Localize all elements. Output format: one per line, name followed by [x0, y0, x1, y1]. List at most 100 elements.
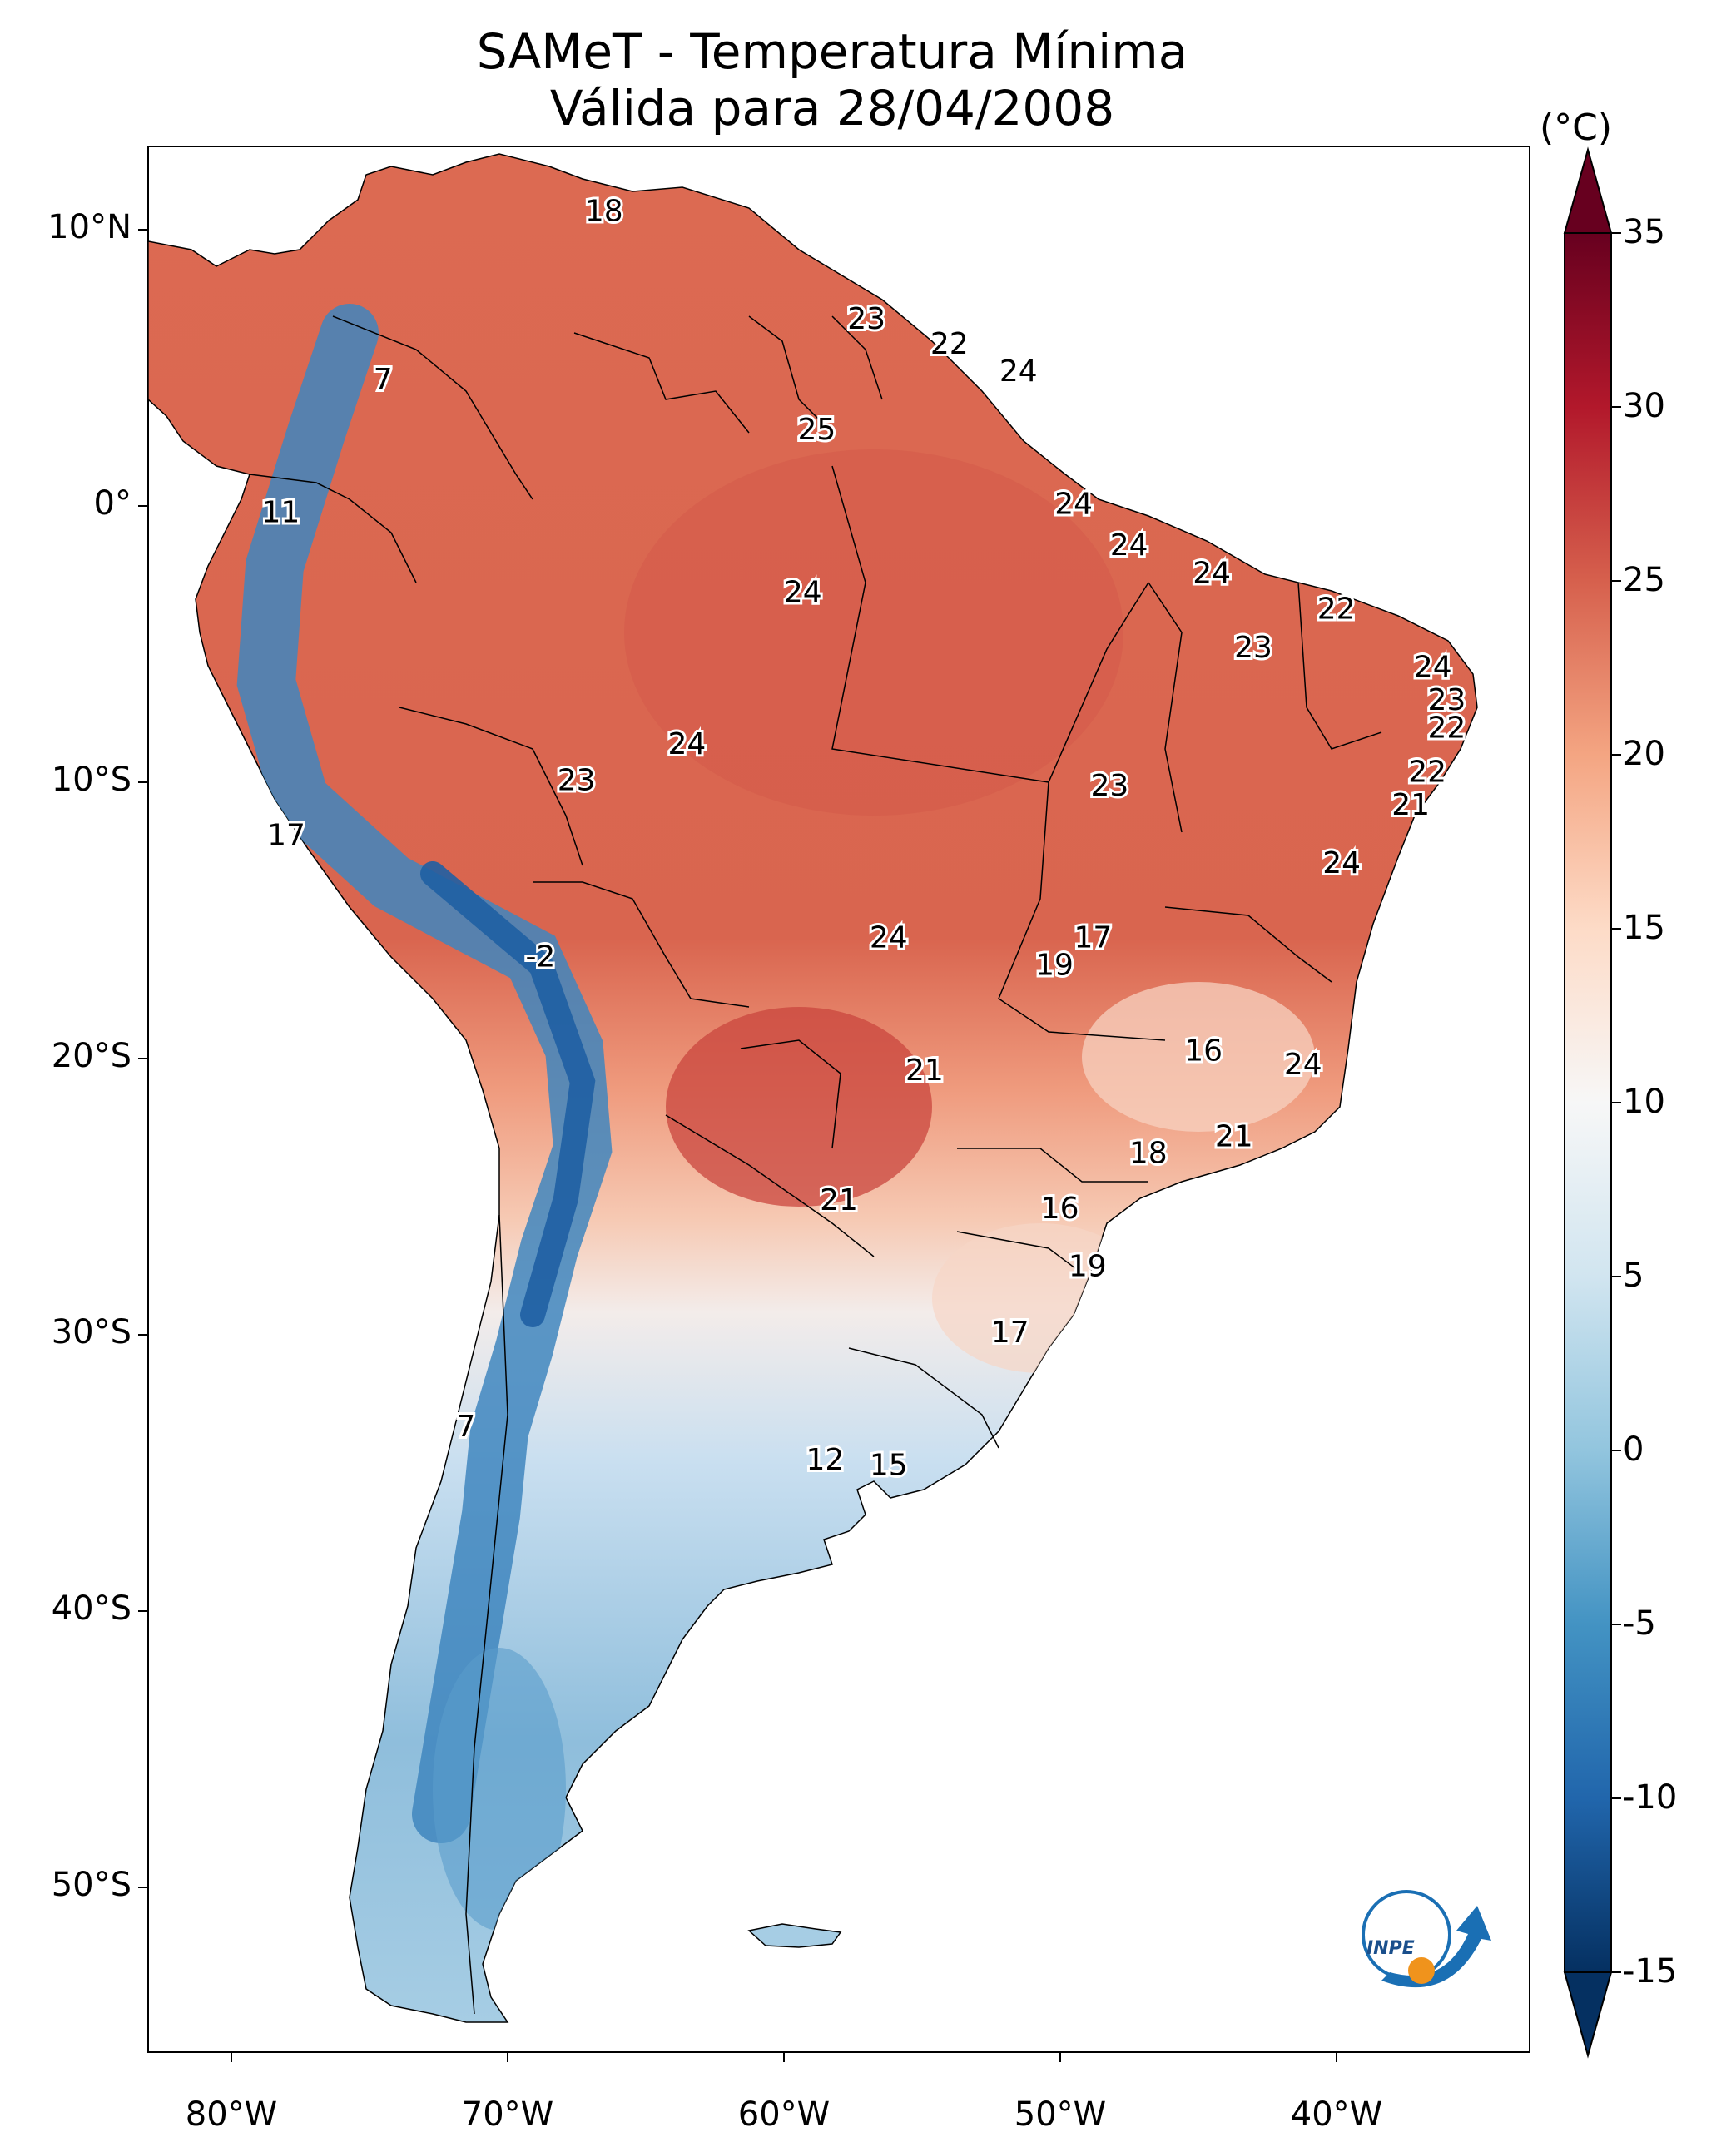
- station-label-11: 23: [1234, 631, 1272, 665]
- colorbar-tick-10: 10: [1623, 1083, 1665, 1121]
- axis-ticks: [138, 229, 1337, 2062]
- andes-cold-core: [420, 861, 596, 1327]
- border-brazil-states-7: [1148, 582, 1183, 833]
- lon-label-60w: 60°W: [737, 2095, 831, 2134]
- colorbar-tick-15: 15: [1623, 909, 1665, 947]
- station-label-6: 25: [797, 413, 836, 447]
- logo-text: INPE: [1366, 1938, 1415, 1959]
- lon-label-50w: 50°W: [1014, 2095, 1107, 2134]
- border-brazil-states-1: [831, 465, 1049, 783]
- logo-dot: [1408, 1957, 1435, 1984]
- station-label-1: 7: [374, 363, 393, 397]
- station-label-28: 24: [1284, 1048, 1322, 1082]
- station-label-38: 15: [870, 1448, 908, 1482]
- station-label-35: 17: [991, 1316, 1029, 1350]
- station-label-10: 22: [1317, 593, 1356, 627]
- colorbar-unit: (°C): [1540, 107, 1613, 149]
- warm-core-chaco: [666, 1007, 932, 1207]
- border-ecuador-peru: [249, 474, 417, 583]
- colorbar-body: [1564, 232, 1612, 1973]
- station-label-0: 18: [585, 195, 623, 229]
- colorbar: [1563, 146, 1621, 2059]
- station-label-33: 16: [1041, 1192, 1079, 1226]
- colorbar-tick-5: 5: [1623, 1257, 1644, 1295]
- station-label-26: 19: [1035, 949, 1074, 983]
- cool-se-highlands: [1082, 982, 1315, 1132]
- colorbar-tick-25: 25: [1623, 561, 1665, 599]
- border-uruguay: [848, 1347, 999, 1449]
- station-label-13: 23: [1427, 683, 1466, 717]
- border-brazil-states-6: [956, 1231, 1083, 1274]
- station-label-18: 24: [784, 576, 822, 610]
- colorbar-extend-top: [1563, 146, 1613, 234]
- lon-label-40w: 40°W: [1290, 2095, 1383, 2134]
- border-venezuela-brazil: [573, 332, 750, 434]
- station-label-29: 21: [905, 1054, 944, 1088]
- falkland-islands: [747, 1923, 842, 1948]
- colorbar-extend-bottom: [1563, 1971, 1613, 2059]
- map-title-line1: SAMeT - Temperatura Mínima: [476, 23, 1188, 80]
- station-label-7: 24: [1054, 487, 1093, 521]
- country-borders: [249, 315, 1382, 2015]
- station-label-8: 24: [1110, 528, 1148, 563]
- border-brazil-states-8: [1297, 582, 1382, 750]
- border-brazil-states-2: [1048, 582, 1149, 783]
- border-peru-brazil: [399, 707, 583, 866]
- inpe-logo: INPE: [1362, 1890, 1491, 1988]
- station-label-37: 12: [806, 1443, 844, 1477]
- lon-label-80w: 80°W: [185, 2095, 278, 2134]
- border-brazil-states-3: [998, 781, 1166, 1041]
- colorbar-tick-20: 20: [1623, 735, 1665, 773]
- colorbar-tick-neg15: -15: [1623, 1952, 1678, 1991]
- lat-label-30s: 30°S: [51, 1313, 131, 1351]
- lat-label-0: 0°: [93, 484, 131, 523]
- station-label-9: 24: [1193, 556, 1231, 590]
- station-label-22: 17: [267, 819, 305, 853]
- station-label-30: 18: [1129, 1136, 1168, 1170]
- border-chile-argentina: [465, 1214, 508, 2015]
- lat-label-10n: 10°N: [47, 208, 131, 246]
- colorbar-tick-0: 0: [1623, 1431, 1644, 1469]
- lat-label-50s: 50°S: [51, 1866, 131, 1904]
- lat-label-40s: 40°S: [51, 1589, 131, 1628]
- border-colombia: [332, 315, 533, 500]
- logo-arrow: [1381, 1906, 1491, 1988]
- border-paraguay: [740, 1039, 841, 1149]
- station-label-20: 23: [558, 763, 596, 797]
- colorbar-ticks: [1611, 232, 1621, 1973]
- lat-label-10s: 10°S: [51, 761, 131, 799]
- station-label-24: 24: [870, 921, 908, 955]
- station-label-14: 22: [1427, 711, 1466, 745]
- station-label-12: 24: [1414, 650, 1452, 684]
- station-label-4: 22: [930, 327, 969, 361]
- border-argentina-north: [665, 1114, 875, 1257]
- colorbar-tick-35: 35: [1623, 213, 1665, 251]
- station-label-19: 24: [667, 727, 706, 761]
- warm-core-amazon: [624, 449, 1123, 816]
- station-label-17: 24: [1322, 846, 1361, 880]
- station-label-21: 23: [1090, 769, 1128, 803]
- station-label-3: 23: [847, 302, 885, 336]
- border-suriname: [831, 315, 883, 400]
- station-label-25: 17: [1074, 921, 1112, 955]
- patagonia-cold: [433, 1648, 566, 1931]
- map-title-line2: Válida para 28/04/2008: [549, 80, 1115, 136]
- colorbar-tick-neg5: -5: [1623, 1604, 1656, 1643]
- station-label-34: 19: [1069, 1249, 1107, 1283]
- colorbar-tick-30: 30: [1623, 387, 1665, 425]
- colorbar-tick-neg10: -10: [1623, 1778, 1678, 1817]
- border-bolivia: [533, 881, 750, 1008]
- border-guyana: [748, 315, 833, 434]
- station-label-5: 24: [999, 355, 1038, 389]
- station-label-27: 16: [1184, 1034, 1223, 1069]
- station-label-15: 22: [1408, 755, 1446, 789]
- station-label-2: 11: [261, 495, 300, 529]
- border-brazil-states-4: [1164, 906, 1332, 983]
- station-label-31: 21: [1215, 1120, 1253, 1154]
- station-label-36: 7: [456, 1410, 475, 1444]
- lat-label-20s: 20°S: [51, 1037, 131, 1075]
- lon-label-70w: 70°W: [461, 2095, 554, 2134]
- station-labels: 1871123222425242424222324232222212424242…: [259, 192, 1468, 1485]
- station-label-16: 21: [1391, 788, 1430, 822]
